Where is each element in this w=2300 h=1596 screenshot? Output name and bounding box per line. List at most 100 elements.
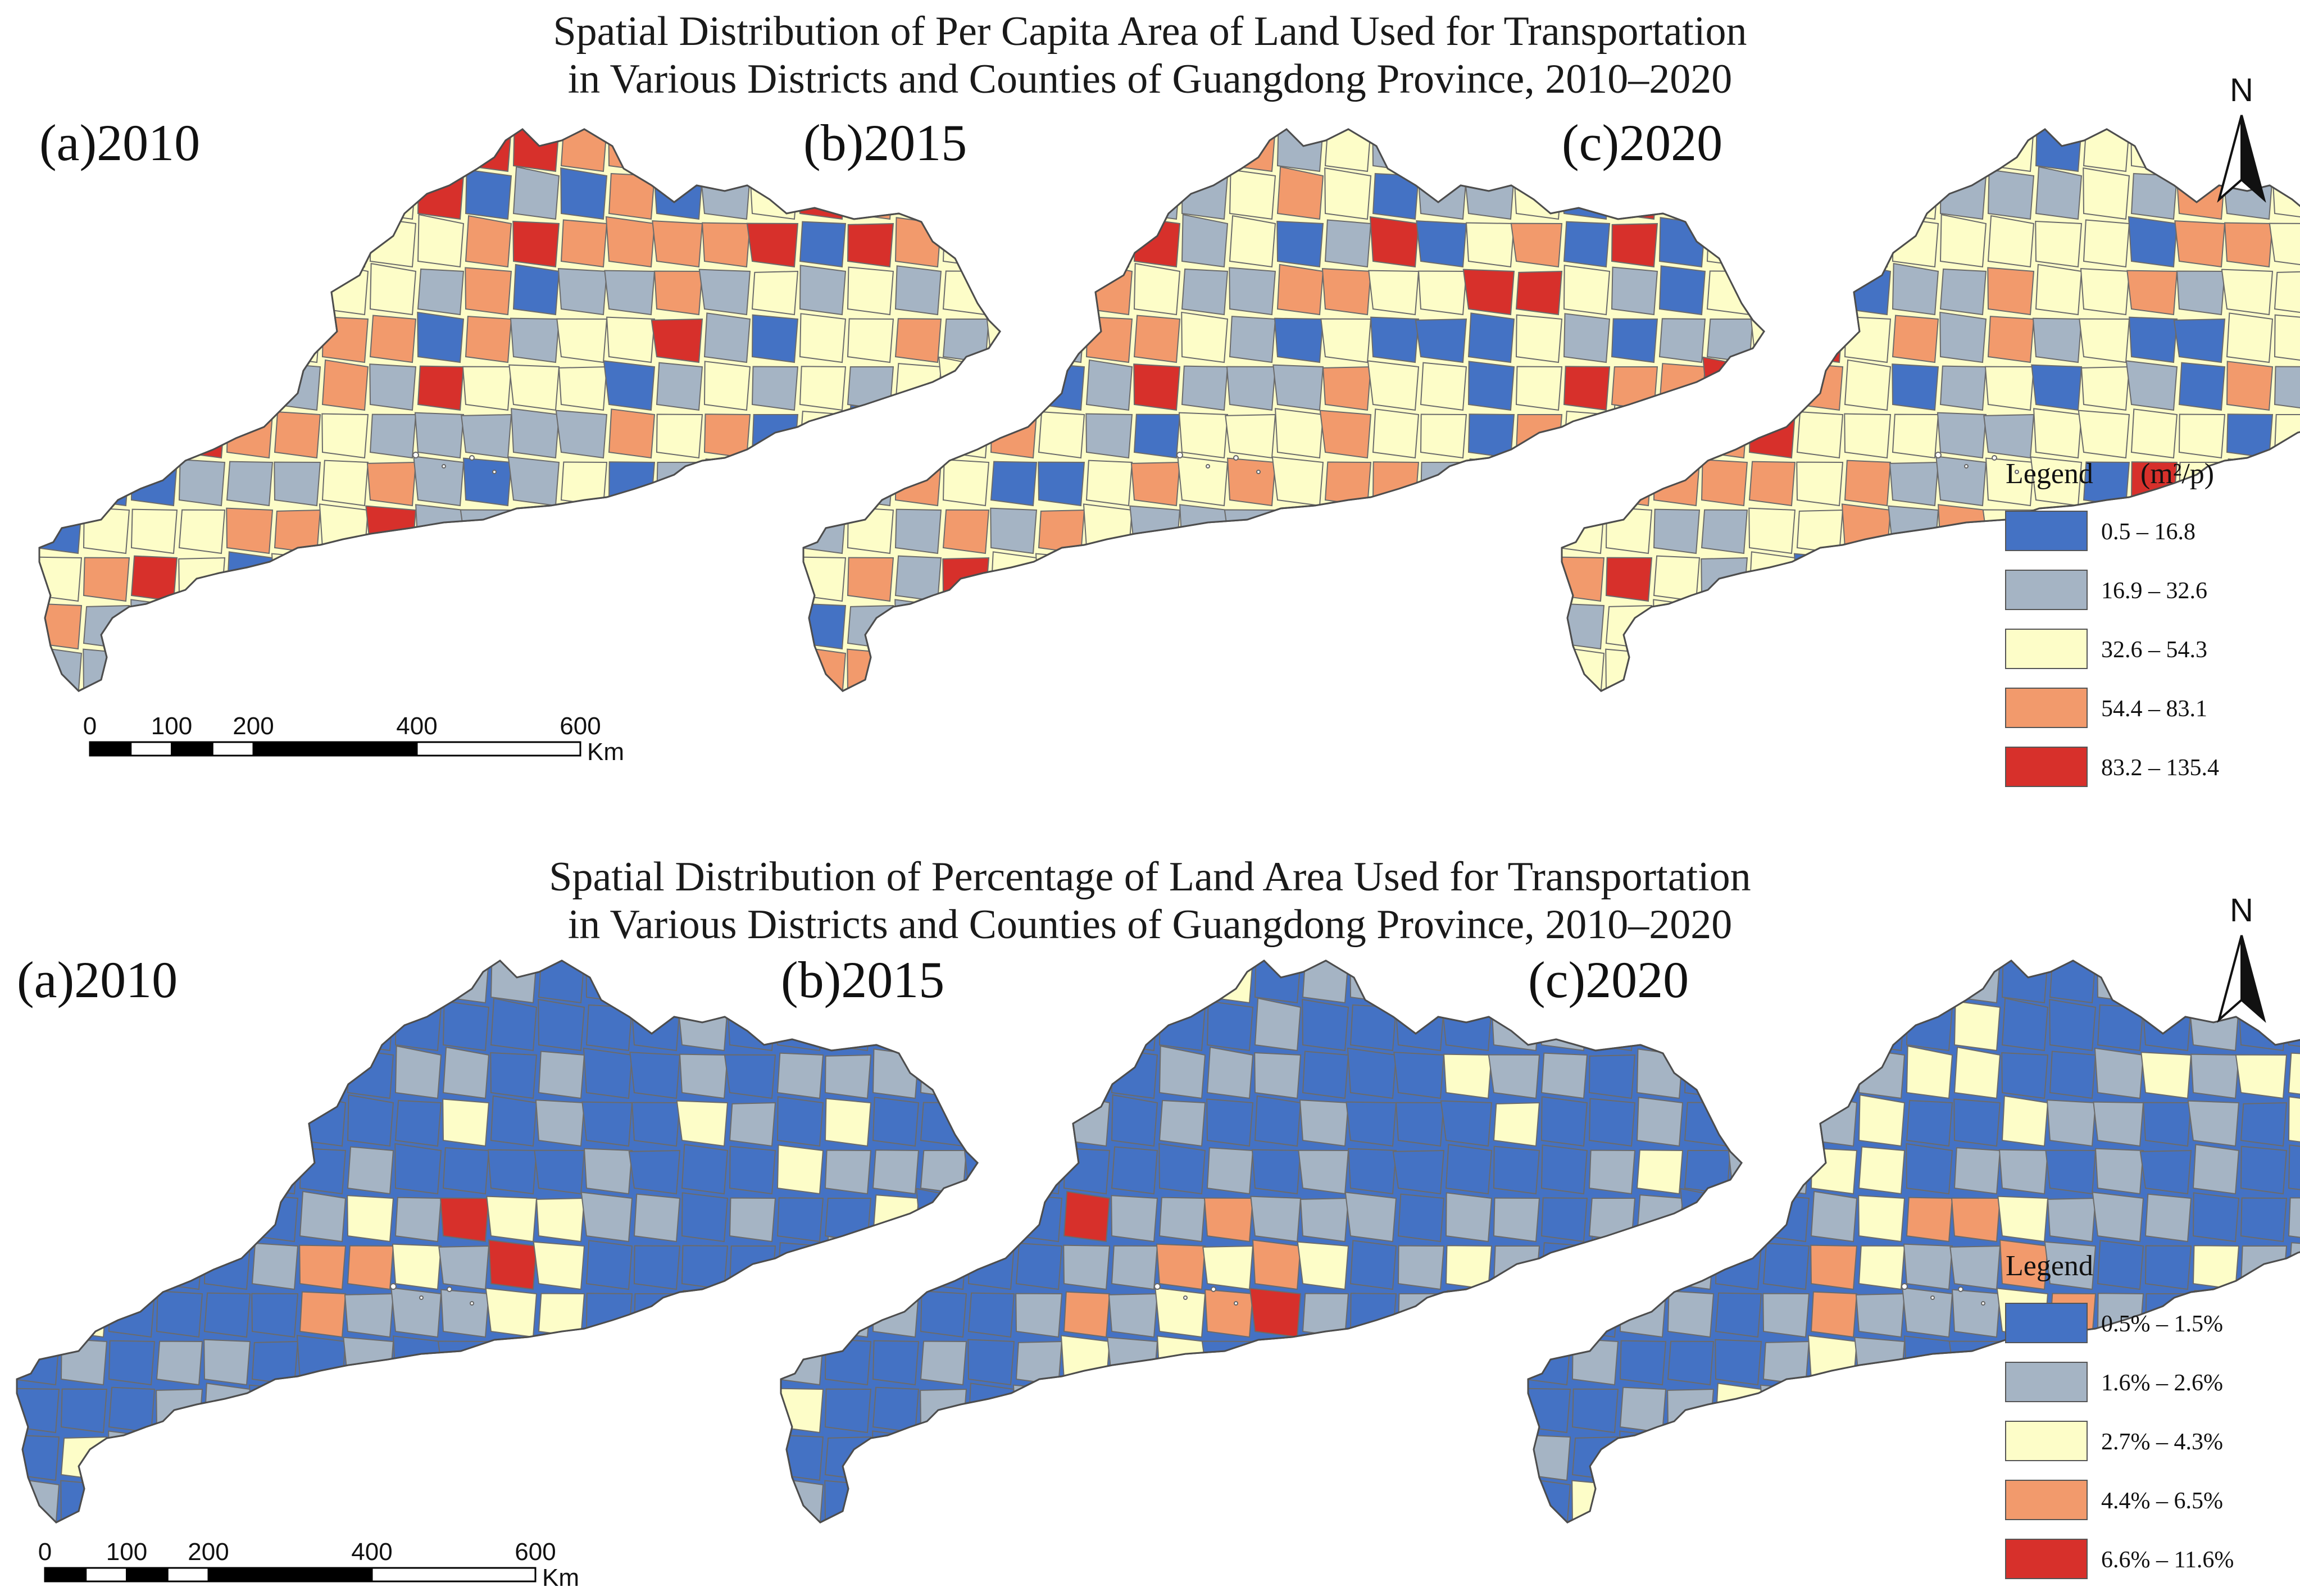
district (1889, 461, 1939, 507)
district (2274, 366, 2300, 411)
district (1706, 219, 1754, 268)
district (967, 1383, 1015, 1434)
district (413, 456, 465, 507)
district (1420, 129, 1467, 172)
district (1702, 356, 1754, 411)
district (633, 1435, 681, 1481)
scale-segment (416, 741, 581, 757)
legend-label: 4.4% – 6.5% (2101, 1488, 2223, 1514)
district (442, 1426, 490, 1481)
district (2225, 647, 2274, 691)
district (1085, 413, 1133, 459)
map-section-2: Spatial Distribution of Percentage of La… (16, 854, 2300, 1592)
district (781, 1290, 824, 1338)
district (2240, 1283, 2288, 1338)
district (652, 220, 703, 268)
legend-swatch (2005, 1303, 2088, 1343)
district (1038, 411, 1085, 459)
district (1181, 602, 1229, 650)
district (1810, 1190, 1858, 1243)
district (1858, 1474, 1906, 1522)
district (508, 364, 560, 411)
scale-tick-label: 200 (188, 1538, 229, 1566)
district (728, 1434, 776, 1481)
district (942, 270, 990, 316)
district (1227, 457, 1276, 507)
district (917, 1484, 967, 1522)
district (585, 1386, 633, 1434)
district (367, 557, 417, 602)
district (2274, 452, 2300, 507)
district (130, 454, 178, 507)
district (1753, 364, 1764, 411)
district (1229, 557, 1276, 602)
district (538, 998, 585, 1052)
district (1999, 1239, 2049, 1290)
district (1397, 961, 1445, 1004)
district (585, 1240, 633, 1290)
district (60, 1388, 108, 1434)
district (1254, 1385, 1302, 1434)
north-arrow-left (2217, 935, 2243, 1023)
district (1393, 1482, 1445, 1522)
legend-swatch (2005, 1362, 2088, 1402)
district (417, 602, 465, 650)
district (1176, 557, 1229, 602)
district (1035, 129, 1085, 172)
district (512, 220, 560, 268)
scale-unit: Km (587, 738, 624, 766)
district (321, 413, 369, 459)
district (511, 408, 560, 459)
island (1183, 1295, 1188, 1300)
province-map (802, 128, 1765, 692)
legend-swatch (2005, 511, 2088, 551)
district (251, 1194, 299, 1243)
district (156, 1189, 203, 1243)
district (1036, 652, 1085, 691)
district (1372, 408, 1420, 459)
district (1302, 1340, 1349, 1386)
district (868, 1243, 920, 1290)
district (347, 1006, 394, 1052)
district (560, 461, 608, 507)
district (729, 1102, 776, 1147)
district (1346, 1101, 1397, 1147)
district (2031, 364, 2083, 411)
district (1108, 1293, 1158, 1338)
district (1611, 404, 1658, 459)
district (2178, 362, 2226, 411)
district (1058, 1481, 1111, 1522)
district (942, 219, 990, 268)
district (389, 1388, 442, 1434)
district (1515, 603, 1563, 650)
district (748, 647, 799, 691)
district (1034, 604, 1085, 650)
district (1658, 265, 1706, 316)
district (108, 1479, 156, 1522)
district (1206, 1147, 1254, 1195)
district (1698, 652, 1748, 691)
district (1445, 1192, 1493, 1243)
district (39, 312, 83, 363)
district (608, 172, 656, 220)
district (1571, 1237, 1619, 1290)
district (606, 316, 656, 363)
district (1372, 506, 1420, 554)
district (1038, 362, 1085, 411)
district (2176, 270, 2226, 316)
district (2270, 647, 2300, 691)
district (1701, 170, 1748, 220)
district (1038, 461, 1085, 507)
district (1154, 1287, 1206, 1338)
district (1324, 599, 1372, 650)
district (1347, 1047, 1397, 1099)
district (316, 649, 369, 691)
district (1540, 1197, 1588, 1243)
district (2097, 1004, 2144, 1052)
district (965, 1431, 1015, 1481)
district (1939, 602, 1987, 650)
district (1465, 129, 1515, 172)
district (703, 361, 751, 411)
district (1684, 1006, 1731, 1052)
district (2221, 269, 2274, 316)
